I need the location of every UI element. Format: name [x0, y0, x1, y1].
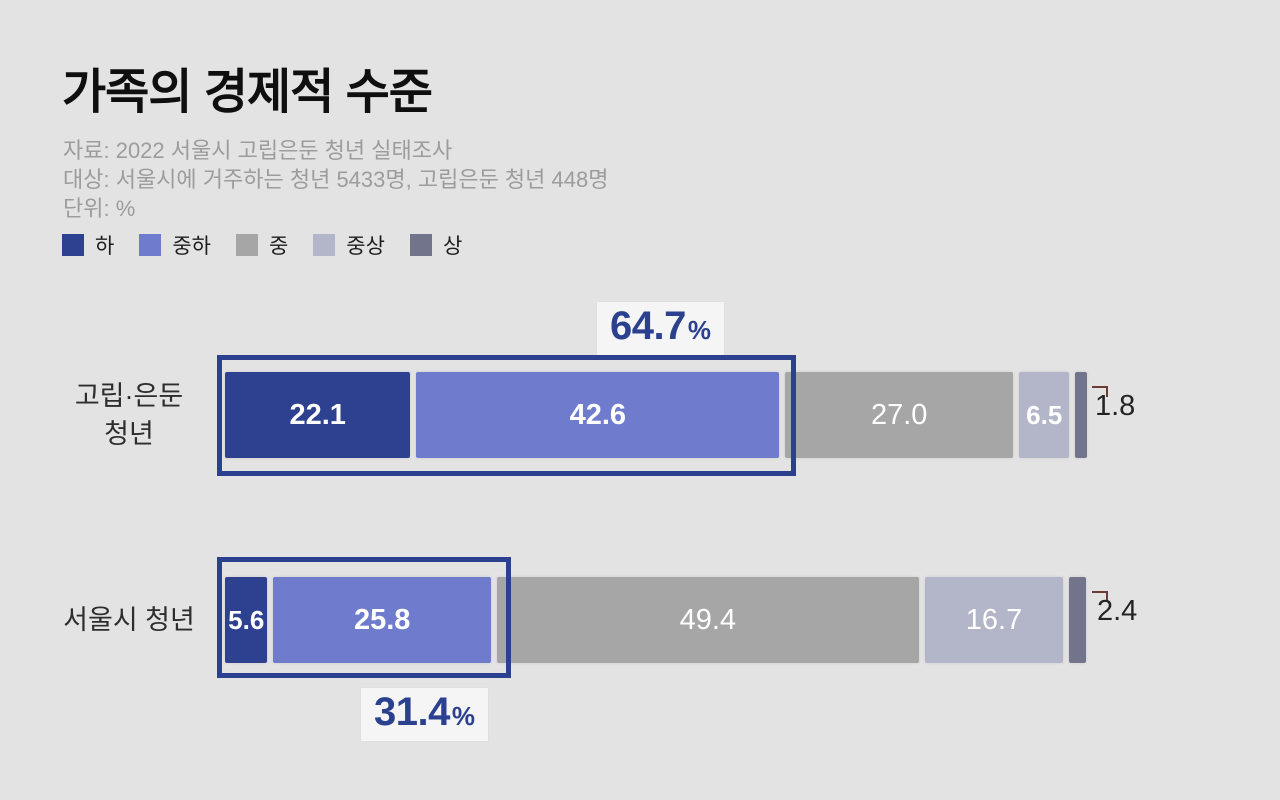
bar-segment-jung: 49.4 — [496, 577, 919, 663]
bar-segment-ha: 5.6 — [225, 577, 268, 663]
legend-swatch-jungha — [139, 234, 162, 256]
leader-line-isolated-youth — [1092, 386, 1108, 397]
source-line: 자료: 2022 서울시 고립은둔 청년 실태조사 — [63, 138, 453, 163]
segment-value-label: 49.4 — [679, 603, 737, 636]
legend-label-ha: 하 — [95, 235, 115, 258]
bar-segment-jungha: 25.8 — [273, 577, 491, 663]
legend-item-jung: 중 — [235, 230, 289, 260]
segment-value-label: 16.7 — [965, 603, 1023, 636]
legend-swatch-jung — [235, 234, 258, 256]
legend-label-jungha: 중하 — [172, 235, 211, 258]
segment-value-label: 25.8 — [353, 603, 411, 636]
bar-segment-sang — [1075, 372, 1087, 458]
legend-label-sang: 상 — [442, 235, 463, 258]
sum-value: 64.7 — [610, 304, 686, 348]
sum-annotation-seoul-youth: 31.4% — [361, 688, 488, 741]
percent-sign: % — [687, 315, 711, 345]
legend-label-jungsang: 중상 — [346, 235, 385, 258]
highlight-box-isolated-youth — [217, 355, 796, 476]
outside-value-label: 2.4 — [1097, 595, 1138, 627]
category-label-line: 고립·은둔 — [74, 381, 184, 411]
bar-segment-jungsang: 6.5 — [1019, 372, 1070, 458]
sum-annotation-isolated-youth: 64.7% — [597, 302, 724, 355]
stacked-bar-isolated-youth: 22.1 42.6 27.0 6.5 — [225, 372, 1091, 458]
sum-value: 31.4 — [374, 690, 450, 734]
legend-item-jungsang: 중상 — [313, 230, 385, 260]
segment-value-label: 6.5 — [1026, 399, 1063, 430]
bar-segment-jungsang: 16.7 — [924, 577, 1064, 663]
highlight-box-seoul-youth — [217, 557, 511, 678]
legend-swatch-ha — [62, 234, 84, 256]
bar-segment-jungha: 42.6 — [416, 372, 780, 458]
category-label-line: 서울시 청년 — [63, 605, 195, 635]
target-line: 대상: 서울시에 거주하는 청년 5433명, 고립은둔 청년 448명 — [63, 167, 609, 192]
stacked-bar-seoul-youth: 5.6 25.8 49.4 16.7 — [225, 577, 1091, 663]
legend-swatch-jungsang — [313, 234, 336, 256]
bar-segment-jung: 27.0 — [785, 372, 1014, 458]
segment-value-label: 22.1 — [289, 398, 346, 431]
category-label-seoul-youth: 서울시 청년 — [40, 577, 218, 663]
legend: 하 중하 중 중상 상 — [62, 230, 487, 260]
legend-item-ha: 하 — [62, 230, 114, 260]
percent-sign: % — [451, 701, 475, 731]
page-title: 가족의 경제적 수준 — [62, 66, 433, 119]
segment-value-label: 5.6 — [228, 604, 265, 635]
legend-item-sang: 상 — [409, 230, 463, 260]
category-label-line: 청년 — [104, 419, 154, 449]
category-label-isolated-youth: 고립·은둔 청년 — [40, 372, 218, 458]
legend-label-jung: 중 — [268, 235, 289, 258]
source-notes: 자료: 2022 서울시 고립은둔 청년 실태조사 대상: 서울시에 거주하는 … — [63, 136, 608, 223]
leader-line-seoul-youth — [1092, 591, 1108, 602]
segment-value-label: 42.6 — [569, 398, 627, 431]
legend-item-jungha: 중하 — [139, 230, 211, 260]
bar-segment-sang — [1069, 577, 1087, 663]
segment-value-label: 27.0 — [870, 398, 928, 431]
legend-swatch-sang — [409, 234, 432, 256]
unit-line: 단위: % — [63, 196, 136, 221]
outside-value-label: 1.8 — [1095, 390, 1136, 422]
bar-segment-ha: 22.1 — [225, 372, 411, 458]
